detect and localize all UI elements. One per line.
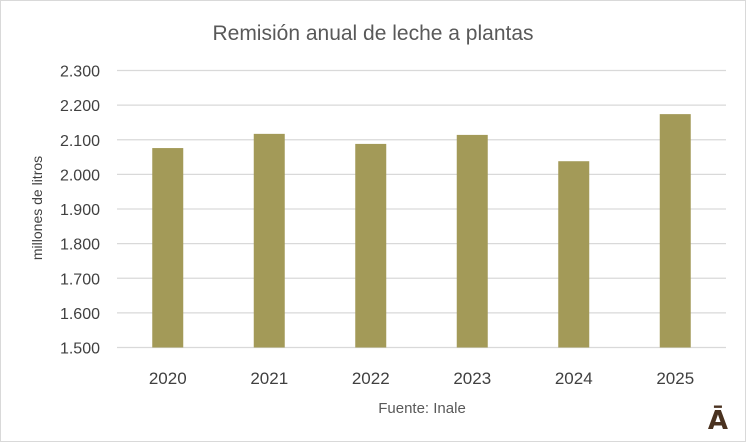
y-tick-label: 2.200 [60, 98, 100, 115]
y-tick-label: 1.900 [60, 202, 100, 219]
y-tick-label: 2.300 [60, 64, 100, 81]
bar-2024 [558, 161, 590, 348]
brand-logo: Ā [707, 406, 728, 436]
x-tick-label: 2025 [656, 369, 694, 388]
source-note: Fuente: Inale [378, 400, 466, 417]
bar-2022 [355, 143, 387, 348]
y-tick-label: 1.500 [60, 341, 100, 358]
bar-2020 [152, 148, 184, 348]
y-tick-label: 2.100 [60, 133, 100, 150]
bar-2025 [659, 114, 691, 348]
bar-2021 [253, 133, 285, 348]
x-tick-label: 2024 [555, 369, 593, 388]
bar-2023 [456, 134, 488, 348]
y-tick-label: 1.600 [60, 306, 100, 323]
y-tick-label: 2.000 [60, 167, 100, 184]
x-tick-label: 2020 [149, 369, 187, 388]
y-axis-label: millones de litros [29, 156, 45, 260]
y-tick-label: 1.800 [60, 237, 100, 254]
x-tick-label: 2021 [250, 369, 288, 388]
x-tick-label: 2022 [352, 369, 390, 388]
x-tick-label: 2023 [453, 369, 491, 388]
y-tick-label: 1.700 [60, 271, 100, 288]
chart-title: Remisión anual de leche a plantas [212, 22, 533, 45]
